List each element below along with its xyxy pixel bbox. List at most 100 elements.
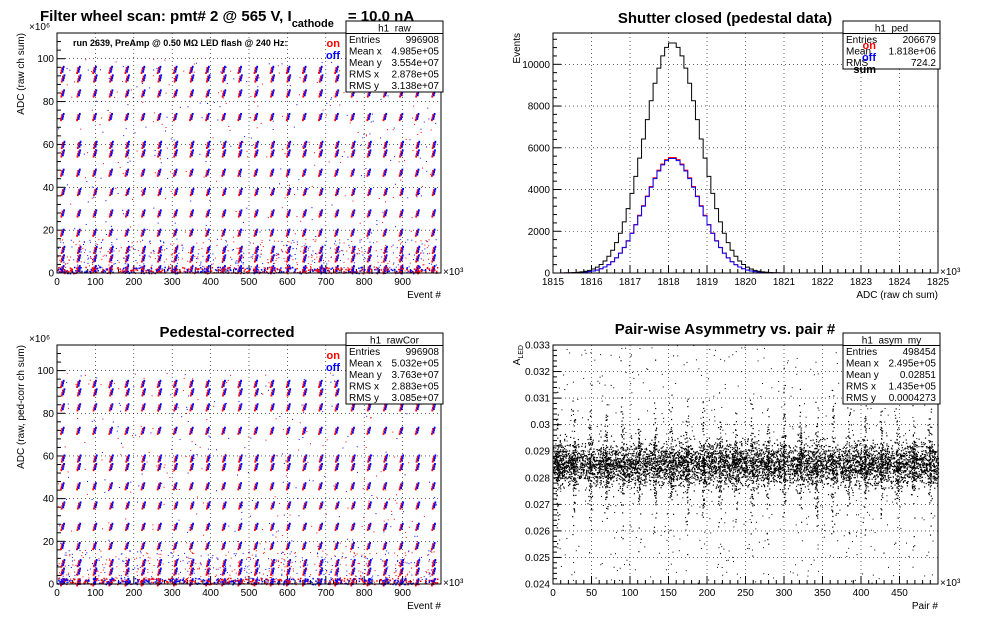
data-point xyxy=(270,114,273,117)
data-point xyxy=(224,168,226,171)
data-point xyxy=(143,143,146,146)
noise-point xyxy=(220,238,222,240)
data-point xyxy=(190,114,193,117)
data-point xyxy=(335,255,338,258)
baseline-point xyxy=(240,272,242,275)
noise-point xyxy=(360,144,362,146)
data-point xyxy=(431,146,434,149)
data-point xyxy=(191,503,194,506)
noise-point xyxy=(361,175,363,177)
noise-point xyxy=(277,65,279,67)
data-point xyxy=(207,506,210,509)
data-point xyxy=(366,260,369,263)
data-point xyxy=(305,254,307,257)
data-point xyxy=(125,172,127,175)
data-point xyxy=(255,544,258,547)
data-point xyxy=(304,256,307,259)
noise-point xyxy=(82,247,84,249)
noise-point xyxy=(140,241,142,243)
noise-point xyxy=(99,251,101,253)
noise-point xyxy=(405,139,407,141)
data-point xyxy=(239,382,242,385)
baseline-point xyxy=(336,267,339,270)
noise-point xyxy=(200,261,202,263)
noise-point xyxy=(370,264,372,266)
data-point xyxy=(270,430,273,433)
noise-point xyxy=(149,243,151,245)
data-point xyxy=(254,153,257,156)
data-point xyxy=(221,468,224,472)
noise-point xyxy=(101,247,103,249)
data-point xyxy=(175,569,178,573)
data-point xyxy=(222,483,225,486)
data-point xyxy=(159,151,162,154)
noise-point xyxy=(209,240,211,242)
data-point xyxy=(93,406,96,410)
noise-point xyxy=(412,150,414,152)
data-point xyxy=(190,233,193,236)
data-point xyxy=(353,187,356,191)
noise-point xyxy=(195,62,197,64)
data-point xyxy=(92,95,95,98)
data-point xyxy=(367,146,370,149)
data-point xyxy=(124,118,127,122)
data-point xyxy=(126,94,129,97)
data-point xyxy=(175,390,178,393)
data-point xyxy=(287,229,289,233)
data-point xyxy=(416,142,419,145)
data-point xyxy=(76,172,79,175)
data-point xyxy=(172,174,175,177)
data-point xyxy=(272,209,275,212)
data-point xyxy=(143,250,145,253)
data-point xyxy=(206,458,209,461)
data-point xyxy=(304,525,307,528)
noise-point xyxy=(423,121,425,123)
data-point xyxy=(191,390,194,393)
data-point xyxy=(222,169,225,173)
baseline-point xyxy=(304,268,306,270)
data-point xyxy=(286,80,289,83)
data-point xyxy=(272,525,275,528)
noise-point xyxy=(77,264,79,266)
data-point xyxy=(124,409,127,412)
data-point xyxy=(400,214,403,217)
data-point xyxy=(60,118,62,122)
data-point xyxy=(320,247,322,250)
data-point xyxy=(271,70,274,73)
data-point xyxy=(127,465,129,468)
noise-point xyxy=(369,255,371,257)
noise-point xyxy=(239,266,241,268)
data-point xyxy=(93,173,96,176)
noise-point xyxy=(343,242,345,244)
baseline-point xyxy=(69,272,72,275)
data-point xyxy=(286,146,289,149)
data-point xyxy=(287,546,290,549)
baseline-point xyxy=(351,272,354,275)
noise-point xyxy=(158,258,160,260)
baseline-point xyxy=(330,268,332,270)
data-point xyxy=(143,463,146,466)
data-point xyxy=(287,381,289,384)
data-point xyxy=(239,210,241,213)
x-tick-label: 100 xyxy=(87,588,104,599)
noise-point xyxy=(220,71,222,73)
data-point xyxy=(287,255,290,258)
data-point xyxy=(320,541,323,545)
noise-point xyxy=(196,242,198,244)
noise-point xyxy=(116,91,118,93)
legend-sum: sum xyxy=(853,64,876,76)
data-point xyxy=(110,405,113,408)
data-point xyxy=(416,229,418,233)
data-point xyxy=(172,488,175,491)
baseline-point xyxy=(396,270,398,273)
noise-point xyxy=(199,102,201,104)
data-point xyxy=(175,143,178,146)
noise-point xyxy=(409,262,411,264)
baseline-point xyxy=(157,268,160,271)
noise-point xyxy=(242,141,244,143)
data-point xyxy=(205,528,208,531)
data-point xyxy=(159,541,162,545)
data-point xyxy=(174,505,177,508)
data-point xyxy=(417,115,419,118)
data-point xyxy=(60,116,63,119)
